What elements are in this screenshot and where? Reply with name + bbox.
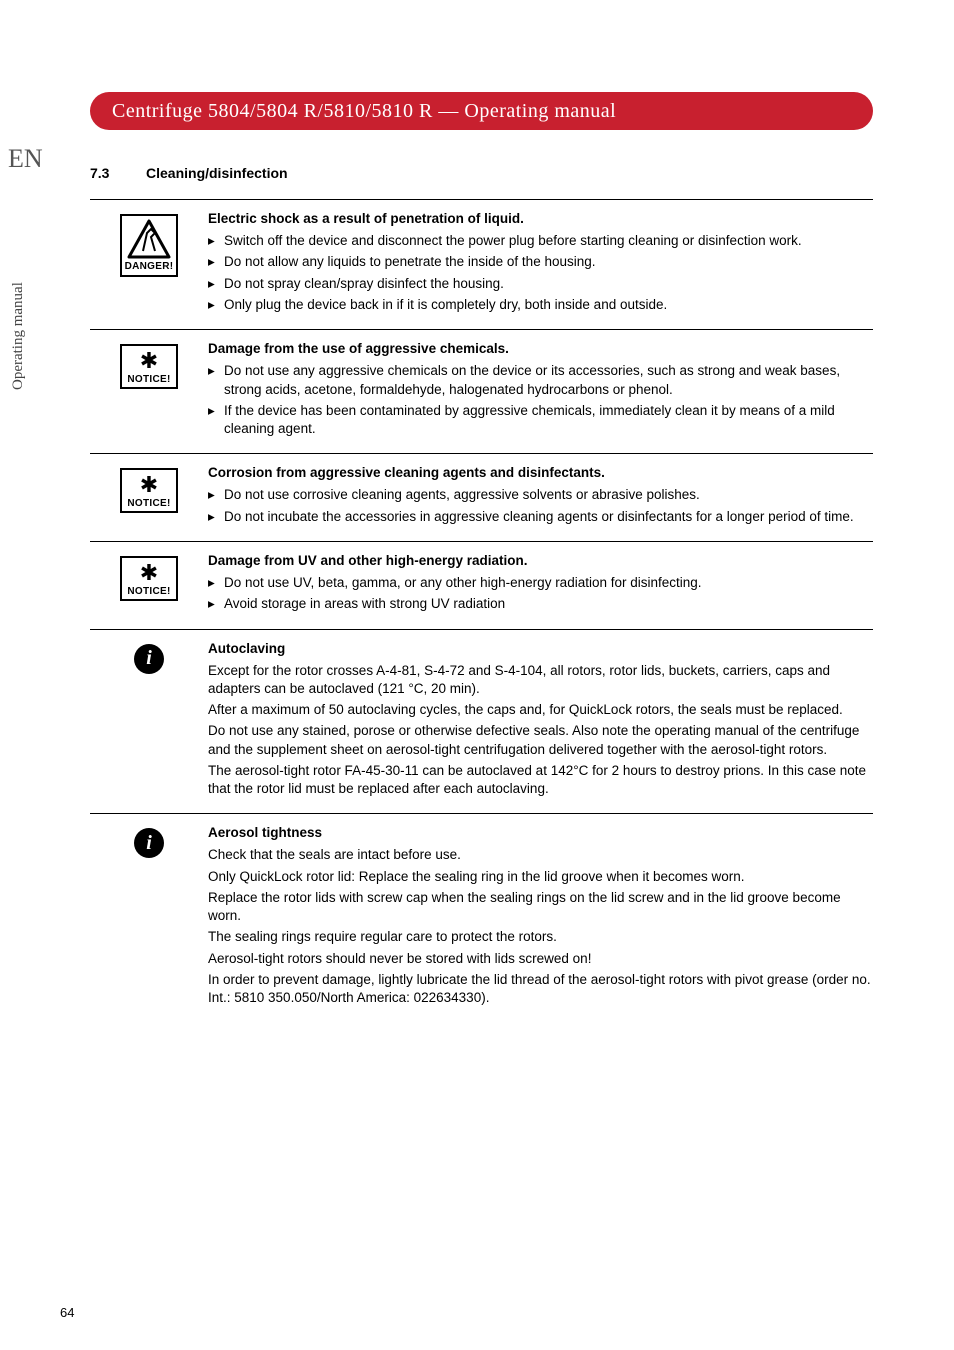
bullet-text: Do not spray clean/spray disinfect the h… (224, 275, 504, 293)
block-heading: Electric shock as a result of penetratio… (208, 210, 873, 228)
block-heading: Autoclaving (208, 640, 873, 658)
bullet-text: Do not use UV, beta, gamma, or any other… (224, 574, 702, 592)
bullet-text: Switch off the device and disconnect the… (224, 232, 802, 250)
warning-block: i Autoclaving Except for the rotor crosses… (90, 629, 873, 814)
icon-column: ✱ NOTICE! (90, 340, 208, 441)
bullet-item: ▸Do not allow any liquids to penetrate t… (208, 253, 873, 271)
title-text: Centrifuge 5804/5804 R/5810/5810 R — Ope… (112, 100, 616, 123)
icon-column: i (90, 824, 208, 1010)
bullet-item: ▸Do not spray clean/spray disinfect the … (208, 275, 873, 293)
section-heading: 7.3 Cleaning/disinfection (90, 165, 873, 181)
icon-column: ✱ NOTICE! (90, 464, 208, 529)
warning-block: DANGER! Electric shock as a result of pe… (90, 199, 873, 329)
bullet-text: Avoid storage in areas with strong UV ra… (224, 595, 505, 613)
notice-icon: ✱ NOTICE! (120, 556, 178, 601)
bullet-item: ▸Do not use UV, beta, gamma, or any othe… (208, 574, 873, 592)
side-label: Operating manual (10, 282, 27, 390)
title-bar: Centrifuge 5804/5804 R/5810/5810 R — Ope… (90, 92, 873, 130)
content-area: 7.3 Cleaning/disinfection DANGER! Electr… (90, 165, 873, 1022)
bullet-text: Do not use corrosive cleaning agents, ag… (224, 486, 700, 504)
notice-icon: ✱ NOTICE! (120, 468, 178, 513)
warning-block: ✱ NOTICE! Corrosion from aggressive clea… (90, 453, 873, 541)
text-column: Damage from the use of aggressive chemic… (208, 340, 873, 441)
icon-column: i (90, 640, 208, 802)
bullet-text: Do not allow any liquids to penetrate th… (224, 253, 596, 271)
text-column: Corrosion from aggressive cleaning agent… (208, 464, 873, 529)
info-icon: i (134, 644, 164, 674)
bullet-marker: ▸ (208, 508, 224, 526)
language-tab: EN (0, 144, 43, 174)
block-heading: Aerosol tightness (208, 824, 873, 842)
block-heading: Corrosion from aggressive cleaning agent… (208, 464, 873, 482)
bullet-item: ▸Do not incubate the accessories in aggr… (208, 508, 873, 526)
paragraph: After a maximum of 50 autoclaving cycles… (208, 701, 873, 719)
bullet-text: Only plug the device back in if it is co… (224, 296, 667, 314)
paragraph: The aerosol-tight rotor FA-45-30-11 can … (208, 762, 873, 798)
block-heading: Damage from UV and other high-energy rad… (208, 552, 873, 570)
bullet-marker: ▸ (208, 232, 224, 250)
bullet-marker: ▸ (208, 574, 224, 592)
text-column: Damage from UV and other high-energy rad… (208, 552, 873, 617)
bullet-marker: ▸ (208, 362, 224, 398)
page-number: 64 (60, 1305, 74, 1320)
paragraph: Do not use any stained, porose or otherw… (208, 722, 873, 758)
paragraph: Replace the rotor lids with screw cap wh… (208, 889, 873, 925)
bullet-item: ▸Do not use any aggressive chemicals on … (208, 362, 873, 398)
text-column: Autoclaving Except for the rotor crosses … (208, 640, 873, 802)
bullet-marker: ▸ (208, 595, 224, 613)
bullet-item: ▸Only plug the device back in if it is c… (208, 296, 873, 314)
warning-block: i Aerosol tightness Check that the seals a… (90, 813, 873, 1022)
warning-block: ✱ NOTICE! Damage from UV and other high-… (90, 541, 873, 629)
info-icon: i (134, 828, 164, 858)
bullet-text: Do not incubate the accessories in aggre… (224, 508, 854, 526)
text-column: Electric shock as a result of penetratio… (208, 210, 873, 317)
paragraph: Except for the rotor crosses A-4-81, S-4… (208, 662, 873, 698)
bullet-item: ▸Avoid storage in areas with strong UV r… (208, 595, 873, 613)
bullet-text: If the device has been contaminated by a… (224, 402, 873, 438)
paragraph: Only QuickLock rotor lid: Replace the se… (208, 868, 873, 886)
danger-icon: DANGER! (120, 214, 178, 277)
bullet-text: Do not use any aggressive chemicals on t… (224, 362, 873, 398)
section-number: 7.3 (90, 165, 146, 181)
bullet-marker: ▸ (208, 275, 224, 293)
paragraph: The sealing rings require regular care t… (208, 928, 873, 946)
bullet-item: ▸Switch off the device and disconnect th… (208, 232, 873, 250)
bullet-marker: ▸ (208, 296, 224, 314)
block-heading: Damage from the use of aggressive chemic… (208, 340, 873, 358)
bullet-item: ▸If the device has been contaminated by … (208, 402, 873, 438)
icon-column: DANGER! (90, 210, 208, 317)
warning-block: ✱ NOTICE! Damage from the use of aggress… (90, 329, 873, 453)
section-title: Cleaning/disinfection (146, 165, 288, 181)
icon-column: ✱ NOTICE! (90, 552, 208, 617)
paragraph: In order to prevent damage, lightly lubr… (208, 971, 873, 1007)
paragraph: Aerosol-tight rotors should never be sto… (208, 950, 873, 968)
bullet-marker: ▸ (208, 253, 224, 271)
text-column: Aerosol tightness Check that the seals ar… (208, 824, 873, 1010)
paragraph: Check that the seals are intact before u… (208, 846, 873, 864)
bullet-marker: ▸ (208, 486, 224, 504)
notice-icon: ✱ NOTICE! (120, 344, 178, 389)
bullet-item: ▸Do not use corrosive cleaning agents, a… (208, 486, 873, 504)
bullet-marker: ▸ (208, 402, 224, 438)
